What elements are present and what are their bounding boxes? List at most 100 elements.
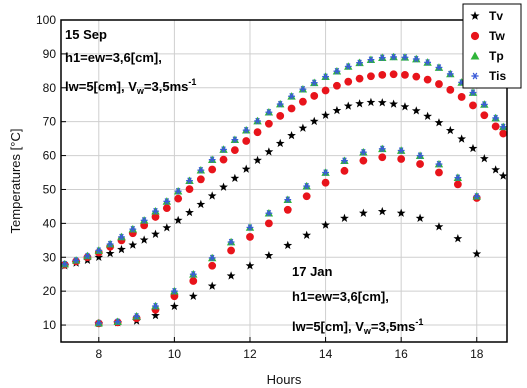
point-tw <box>283 205 292 214</box>
point-tv <box>472 249 482 258</box>
point-tw <box>321 86 330 95</box>
y-tick-label: 20 <box>43 284 57 298</box>
point-tw <box>242 137 251 145</box>
legend-box <box>462 3 522 89</box>
point-tis-stroke <box>398 147 404 154</box>
y-tick-label: 80 <box>43 81 57 95</box>
plot-frame <box>60 19 508 343</box>
point-tis <box>288 92 295 100</box>
point-tis-stroke <box>304 182 309 190</box>
legend-marker-tis-stroke <box>472 72 478 80</box>
point-tis <box>129 225 137 233</box>
point-tw <box>469 101 477 110</box>
point-tis <box>446 70 454 78</box>
point-tv <box>411 106 421 115</box>
point-tw <box>246 233 254 241</box>
point-tw <box>491 122 500 131</box>
point-tv <box>219 182 228 191</box>
point-tv <box>264 147 274 156</box>
point-tv <box>423 111 432 120</box>
point-tv <box>400 102 410 111</box>
point-tis-stroke <box>228 238 234 246</box>
point-tv <box>366 97 376 107</box>
point-tis <box>435 160 443 168</box>
point-tis-stroke <box>482 101 487 108</box>
point-tv <box>321 110 330 119</box>
point-tis <box>454 174 462 181</box>
point-tv <box>396 208 406 217</box>
point-tis <box>303 182 311 190</box>
point-tis-stroke <box>247 224 253 231</box>
point-tw <box>298 97 307 106</box>
point-tis-stroke <box>266 108 272 116</box>
point-tis-stroke <box>73 257 79 264</box>
point-tis <box>265 209 273 217</box>
y-tick-label: 90 <box>43 47 57 61</box>
point-tv <box>298 123 308 132</box>
point-tis-stroke <box>417 152 423 159</box>
point-tis <box>208 254 216 262</box>
x-tick-label: 16 <box>394 347 408 361</box>
point-tis <box>95 319 103 327</box>
legend-label-tp: Tp <box>489 49 504 63</box>
point-tis <box>208 156 216 163</box>
point-tis-stroke <box>96 319 102 327</box>
point-tis <box>174 187 182 195</box>
x-tick-label: 10 <box>168 347 182 361</box>
point-tw <box>321 178 330 187</box>
point-tw <box>185 185 194 194</box>
annotation-15-sep: 15 Sep h1=ew=3,6[cm], lw=5[cm], Vw=3,5ms… <box>65 27 196 96</box>
point-tv <box>415 213 425 223</box>
point-tv <box>498 171 508 180</box>
point-tw <box>397 155 406 163</box>
point-tis <box>356 59 363 66</box>
point-tis <box>163 198 171 205</box>
point-tv <box>173 215 183 225</box>
point-tw <box>453 180 462 189</box>
point-tis <box>359 148 367 156</box>
point-tv <box>453 234 463 243</box>
legend-label-tw: Tw <box>489 29 505 43</box>
point-tv <box>389 99 398 108</box>
point-tw <box>162 204 171 213</box>
point-tis-stroke <box>448 70 453 78</box>
annotation-15-sep-date: 15 Sep <box>65 27 107 42</box>
point-tv <box>105 248 115 258</box>
point-tis <box>322 73 329 80</box>
point-tis-stroke <box>209 254 215 262</box>
point-tis-stroke <box>85 252 90 260</box>
point-tv <box>253 155 262 165</box>
point-tis-stroke <box>474 192 480 200</box>
point-tw <box>196 175 205 184</box>
point-tis <box>344 63 352 70</box>
point-tis-stroke <box>425 59 430 66</box>
point-tis-stroke <box>500 123 506 131</box>
point-tw <box>446 85 455 94</box>
point-tis <box>276 100 284 108</box>
point-tis <box>197 166 205 174</box>
point-tis <box>152 207 159 215</box>
x-tick-label: 14 <box>319 347 333 361</box>
point-tv <box>287 130 296 140</box>
point-tv <box>170 301 179 311</box>
point-tis <box>84 252 91 260</box>
point-tis-stroke <box>130 225 136 233</box>
point-tis-stroke <box>134 312 139 320</box>
point-tv <box>321 220 330 229</box>
annotation-15-sep-wind: lw=5[cm], Vw=3,5ms-1 <box>65 77 196 96</box>
point-tw <box>219 155 228 164</box>
data-marks <box>60 52 508 328</box>
point-tw <box>151 213 160 221</box>
point-tw <box>401 71 409 79</box>
point-tis <box>118 233 125 241</box>
point-tw <box>355 74 364 83</box>
point-tis-stroke <box>323 73 328 80</box>
point-tis-stroke <box>402 54 408 61</box>
y-tick-label: 10 <box>43 318 57 332</box>
legend-marker-tw <box>470 31 480 41</box>
point-tis-stroke <box>289 92 294 100</box>
x-tick-label: 18 <box>470 347 484 361</box>
point-tis <box>61 260 69 268</box>
point-tis <box>186 177 193 184</box>
